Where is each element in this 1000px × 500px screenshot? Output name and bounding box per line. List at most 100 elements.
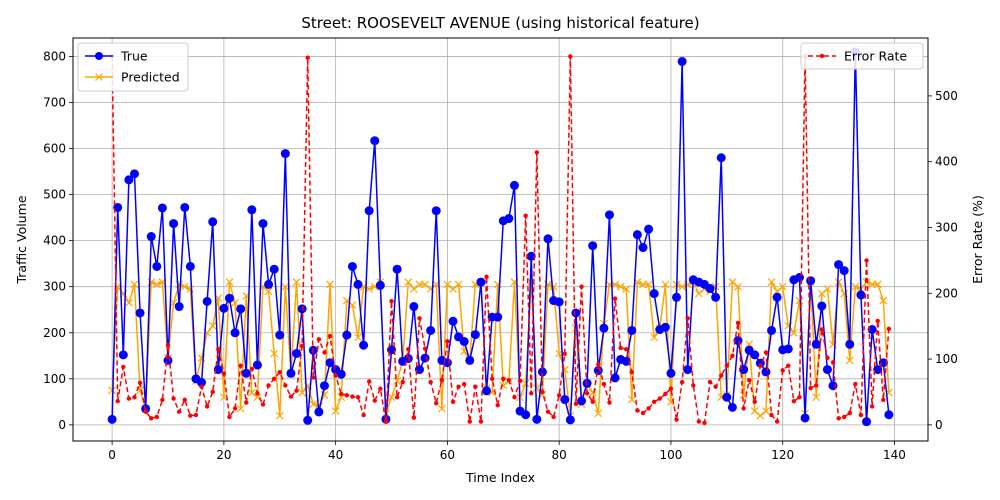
data-point-true [347,261,357,271]
data-point-true [856,290,866,300]
data-point-predicted [443,280,452,289]
data-point-error-rate [478,419,484,424]
data-point-error-rate [551,414,556,420]
legend-label-true: True [120,49,148,64]
data-point-error-rate [774,419,780,424]
data-point-error-rate [232,406,238,411]
data-point-true [521,410,531,420]
data-point-true [258,219,268,229]
data-point-true [152,261,162,271]
data-point-error-rate [238,363,243,368]
data-point-predicted [639,280,647,289]
data-point-error-rate [579,284,584,289]
data-point-true [470,330,480,340]
data-point-error-rate [389,298,394,304]
data-point-error-rate [663,391,668,397]
legend-right-box [800,42,924,70]
data-point-predicted [152,280,161,289]
data-point-true [649,289,659,299]
data-point-predicted [611,280,619,289]
x-tick-label: 120 [771,448,794,462]
legend-marker-true [95,52,103,60]
y-right-tick-label: 400 [935,155,958,169]
data-point-true [750,350,760,360]
data-point-true [247,205,257,215]
data-point-true [292,348,302,358]
data-point-error-rate [841,414,847,420]
data-point-predicted [812,393,821,402]
data-point-true [252,360,262,370]
data-point-error-rate [126,396,132,401]
data-point-true [174,302,184,312]
data-point-error-rate [277,370,282,375]
data-point-true [275,330,285,340]
data-point-predicted [834,278,843,287]
data-point-error-rate [869,404,875,409]
x-tick-label: 140 [883,448,906,462]
data-point-error-rate [467,419,472,424]
data-point-true [157,203,167,213]
data-point-true [146,232,156,242]
data-point-error-rate [780,368,785,373]
data-point-predicted [572,324,580,333]
data-point-predicted [549,282,558,291]
data-point-true [783,344,793,354]
data-point-true [392,264,402,274]
data-point-true [677,56,687,66]
data-point-error-rate [288,394,294,399]
data-point-error-rate [400,379,405,385]
data-point-true [800,413,810,423]
data-point-true [560,395,570,405]
data-point-true [135,308,145,318]
data-point-predicted [644,280,653,289]
data-point-error-rate [210,389,215,395]
data-point-error-rate [674,417,679,422]
data-point-error-rate [741,406,746,411]
axes-layer: 0 20 40 60 80 100 120 140 0 100 200 300 400 500 600 700… [43,49,958,462]
data-point-predicted [225,278,234,287]
data-point-error-rate [568,54,573,59]
data-point-true [672,292,682,302]
data-point-predicted [454,280,463,289]
data-point-true [604,210,614,220]
data-point-error-rate [596,362,601,367]
data-point-true [482,386,492,396]
data-point-predicted [661,280,670,289]
data-point-predicted [219,393,228,402]
data-point-true [208,217,218,227]
data-point-error-rate [160,397,165,403]
data-point-error-rate [333,373,338,378]
data-point-true [845,339,855,349]
data-point-predicted [292,278,301,287]
data-point-error-rate [422,346,428,351]
data-point-true [822,365,832,375]
data-point-true [118,350,128,360]
data-point-error-rate [204,404,210,409]
plot-frame [72,37,929,442]
data-point-error-rate [132,395,137,400]
data-point-error-rate [361,412,366,418]
data-point-predicted [147,278,156,287]
data-point-error-rate [808,385,813,391]
data-point-true [269,264,279,274]
data-point-predicted [354,333,362,342]
data-point-true [375,280,385,290]
data-point-error-rate [752,399,757,405]
data-point-predicted [264,287,273,296]
data-point-error-rate [372,398,377,403]
data-point-error-rate [858,412,864,418]
data-point-predicted [622,285,631,293]
data-point-error-rate [439,377,445,383]
data-point-true [716,153,726,163]
data-point-error-rate [322,350,327,355]
data-point-error-rate [814,383,819,388]
data-point-predicted [778,282,787,291]
x-tick-label: 100 [659,448,682,462]
data-point-error-rate [590,399,595,405]
legend-label-error-rate: Error Rate [844,49,907,64]
y-right-tick-label: 100 [935,352,958,366]
data-point-error-rate [221,371,227,376]
data-point-predicted [421,280,429,289]
data-point-error-rate [624,347,629,352]
data-point-true [236,304,246,314]
